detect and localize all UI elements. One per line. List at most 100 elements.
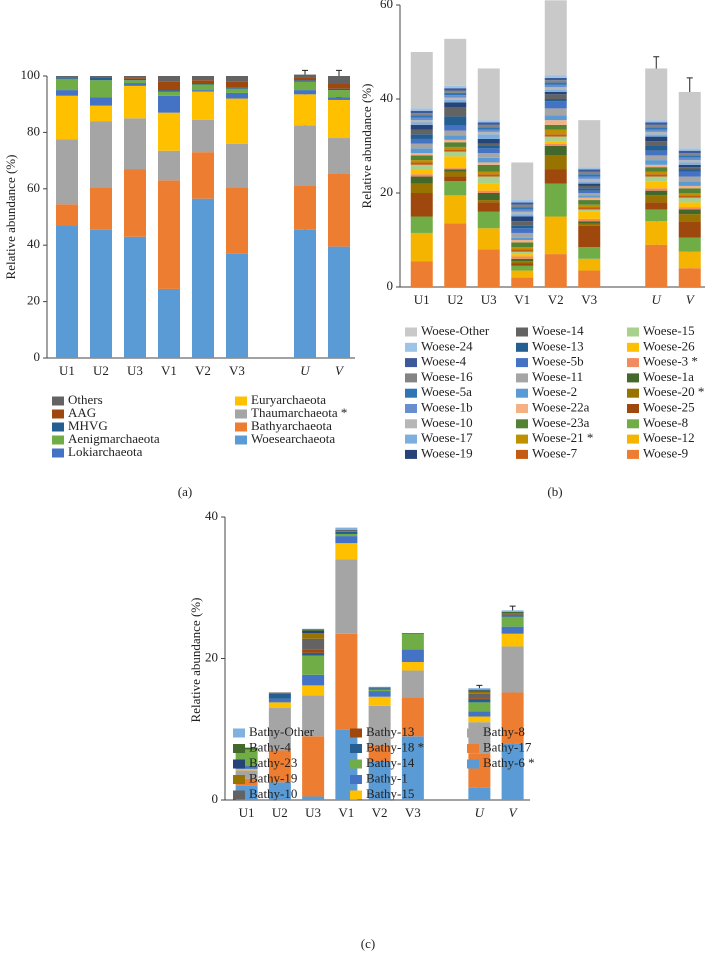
legend-swatch [516,434,528,444]
bar-segment [678,167,701,170]
bar-segment [401,649,424,663]
bar-segment [511,200,534,203]
x-tick-label: U [652,292,663,307]
bar-segment [90,229,112,358]
bar-segment [477,146,500,149]
bar-segment [294,77,316,81]
bar-segment [444,169,467,172]
bar-segment [511,216,534,222]
bar-segment [645,141,668,146]
legend-label: Woese-8 [643,415,688,430]
legend-swatch [516,342,528,352]
bar-segment [645,150,668,156]
bar-segment [544,82,567,85]
bar-segment [192,80,214,84]
bar-segment [410,115,433,118]
legend-swatch [233,775,245,784]
bar-segment [501,610,524,612]
bar-segment [578,258,601,271]
legend-swatch [516,419,528,429]
bar-segment [90,76,112,78]
bar-segment [678,160,701,163]
bar-segment [444,168,467,170]
legend-swatch [627,419,639,429]
legend-swatch [405,388,417,398]
bar-segment [302,674,325,686]
x-tick-label: V [509,805,519,820]
bar-segment [477,202,500,212]
bar-segment [124,118,146,170]
bar-segment [544,108,567,116]
bar-segment [410,143,433,149]
bar-segment [544,143,567,146]
bar-segment [410,162,433,165]
bar-segment [578,181,601,184]
y-axis-title: Relative abundance (%) [188,598,203,723]
y-tick-label: 20 [205,649,218,664]
bar-segment [678,237,701,252]
bar-segment [645,146,668,151]
bar-segment [477,131,500,135]
bar-segment [56,90,78,96]
legend-label: Woese-14 [532,323,584,338]
bar-segment [678,214,701,222]
bar-segment [226,87,248,89]
x-tick-label: V3 [405,805,421,820]
legend-label: Woese-2 [532,384,577,399]
bar-segment [368,705,391,746]
legend-swatch [516,449,528,459]
bar-segment [645,129,668,132]
bar-segment [328,90,350,98]
legend-label: Woese-22a [532,399,590,414]
bar-segment [328,173,350,247]
bar-segment [335,633,358,730]
bar-segment [410,117,433,121]
bar-segment [444,38,467,86]
bar-segment [158,95,180,113]
bar-segment [410,176,433,184]
bar-segment [645,176,668,182]
bar-segment [678,268,701,287]
legend-label: Bathyarchaeota [251,418,332,433]
bar-segment [645,124,668,128]
bar-segment [678,155,701,158]
bar-segment [544,134,567,137]
legend-label: Woese-24 [421,338,473,353]
y-tick-label: 100 [21,67,41,82]
legend-swatch [627,434,639,444]
bar-segment [90,77,112,81]
bar-segment [578,174,601,177]
bar-segment [56,78,78,91]
bar-segment [226,88,248,93]
y-tick-label: 0 [34,349,41,364]
bar-segment [468,711,491,717]
legend-swatch [235,422,247,432]
legend-label: Others [68,392,103,407]
legend-swatch [405,358,417,368]
bar-segment [302,796,325,800]
x-tick-label: U3 [481,292,497,307]
bar-segment [328,138,350,174]
bar-segment [645,188,668,191]
bar-segment [158,91,180,96]
legend-swatch [233,744,245,753]
bar-segment [335,527,358,530]
bar-segment [368,689,391,692]
bar-segment [544,129,567,135]
bar-segment [678,185,701,189]
bar-segment [124,169,146,237]
error-bar [653,56,660,69]
bar-segment [235,770,258,779]
bar-segment [302,652,325,656]
bar-segment [401,697,424,737]
bar-segment [645,195,668,203]
bar-segment [578,193,601,196]
bar-segment [477,171,500,175]
legend-label: Woese-3 * [643,354,698,369]
bar-segment [477,190,500,193]
error-bar [336,69,342,76]
bar-segment [410,216,433,233]
y-tick-label: 40 [380,90,393,105]
bar-segment [645,190,668,196]
y-tick-label: 40 [205,508,218,523]
